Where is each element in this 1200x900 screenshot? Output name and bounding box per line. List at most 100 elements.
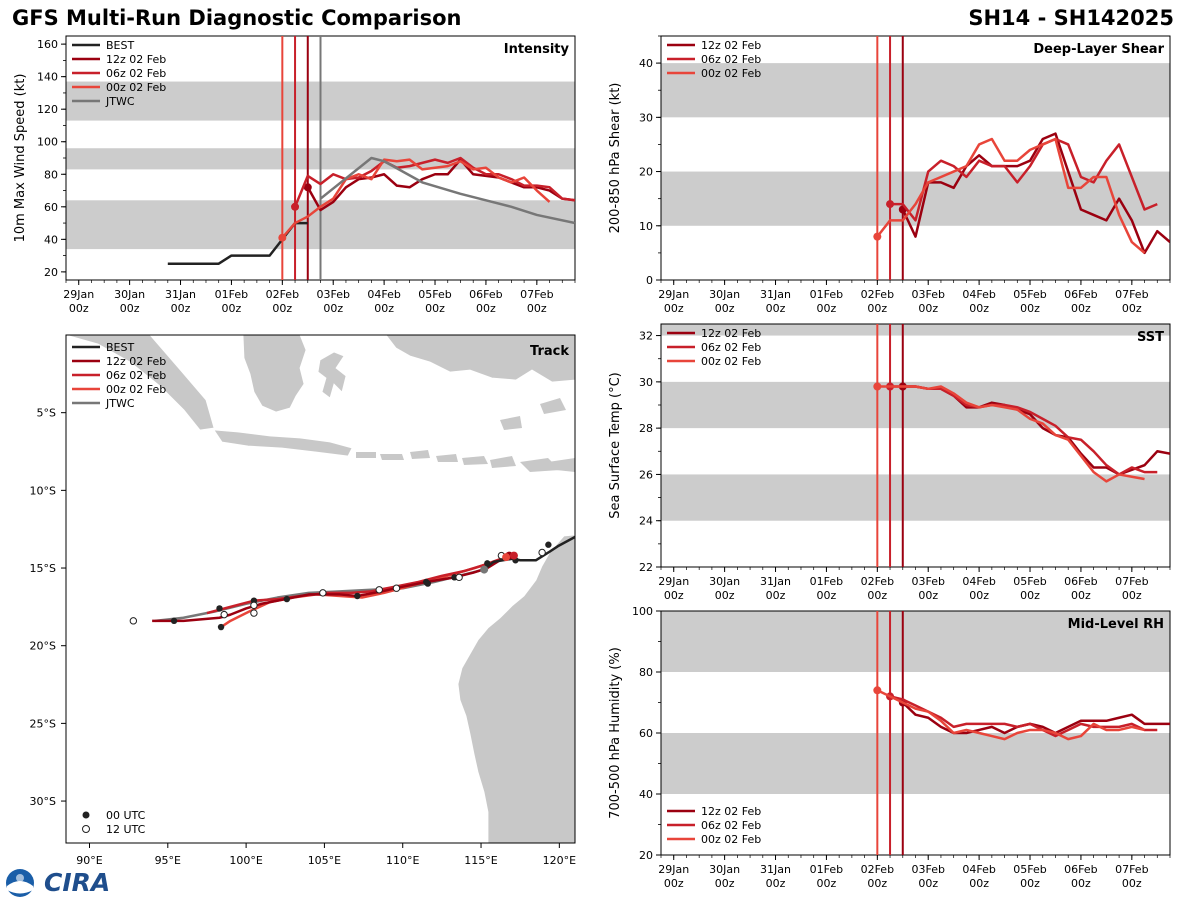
track-marker-00utc	[170, 617, 178, 625]
intensity-panel-title: Intensity	[504, 42, 570, 57]
sst-ytick-label: 26	[639, 468, 653, 481]
sst-xtick-label: 02Feb 00z	[861, 575, 894, 602]
track-ytick-label: 15°S	[30, 562, 56, 575]
rh-xtick-label: 05Feb 00z	[1013, 863, 1046, 890]
track-marker-00utc	[354, 592, 361, 600]
rh-legend-label: 12z 02 Feb	[701, 805, 761, 818]
sst-legend-label: 00z 02 Feb	[701, 355, 761, 368]
track-line	[152, 554, 510, 623]
rh-ytick-label: 20	[639, 849, 653, 862]
land-new-guinea	[385, 335, 575, 383]
intensity-series-line	[306, 158, 575, 212]
intensity-series-line	[319, 156, 575, 225]
track-marker-init	[480, 565, 489, 574]
track-marker-init	[509, 551, 518, 560]
track-xtick-label: 95°E	[155, 854, 181, 867]
intensity-ytick-label: 20	[44, 266, 58, 279]
intensity-legend-label: 00z 02 Feb	[106, 81, 166, 94]
track-ytick-label: 10°S	[30, 484, 56, 497]
sst-xtick-label: 07Feb 00z	[1115, 575, 1148, 602]
land-sumatra	[66, 335, 215, 431]
rh-series-line	[901, 701, 1170, 735]
shear-xtick-label: 07Feb 00z	[1115, 288, 1148, 315]
rh-ytick-label: 100	[632, 605, 653, 618]
sst-ytick-label: 22	[639, 561, 653, 574]
sst-bands	[661, 324, 1170, 521]
sst-ytick-label: 28	[639, 422, 653, 435]
map-land	[66, 335, 575, 843]
track-legend-label: 12z 02 Feb	[106, 355, 166, 368]
track-xtick-label: 105°E	[308, 854, 341, 867]
shear-legend-label: 12z 02 Feb	[701, 39, 761, 52]
shear-ytick-label: 10	[639, 220, 653, 233]
intensity-xtick-label: 04Feb 00z	[367, 288, 400, 315]
shear-xtick-label: 29Jan 00z	[658, 288, 689, 315]
shear-band-1	[661, 63, 1170, 118]
rh-bands	[661, 611, 1170, 794]
land-australia	[457, 534, 575, 843]
sst-ytick-label: 32	[639, 330, 653, 343]
track-marker-12utc	[250, 601, 258, 610]
track-marker-legend-label: 12 UTC	[106, 823, 146, 836]
sst-ylabel: Sea Surface Temp (°C)	[608, 372, 623, 519]
shear-series-line	[901, 132, 1170, 255]
track-xtick-label: 110°E	[386, 854, 419, 867]
rh-xtick-label: 06Feb 00z	[1064, 863, 1097, 890]
shear-xtick-label: 05Feb 00z	[1013, 288, 1046, 315]
intensity-xtick-label: 30Jan 00z	[114, 288, 145, 315]
intensity-xtick-label: 29Jan 00z	[63, 288, 94, 315]
intensity-xtick-label: 02Feb 00z	[266, 288, 299, 315]
intensity-xtick-label: 07Feb 00z	[520, 288, 553, 315]
land-java	[213, 429, 353, 457]
rh-band-1	[661, 611, 1170, 672]
sst-xtick-label: 29Jan 00z	[658, 575, 689, 602]
track-legend-12utc-symbol	[82, 825, 90, 833]
shear-ylabel: 200-850 hPa Shear (kt)	[608, 83, 623, 234]
sst-xtick-label: 01Feb 00z	[810, 575, 843, 602]
sst-xtick-label: 03Feb 00z	[911, 575, 944, 602]
track-legend-label: BEST	[106, 341, 134, 354]
track-marker-00utc	[545, 541, 552, 548]
storm-id-title: SH14 - SH142025	[968, 6, 1174, 30]
intensity-ylabel: 10m Max Wind Speed (kt)	[13, 74, 28, 243]
intensity-xtick-label: 05Feb 00z	[418, 288, 451, 315]
land-borneo	[242, 335, 307, 413]
sst-xtick-label: 31Jan 00z	[760, 575, 791, 602]
track-marker-12utc	[220, 610, 228, 619]
intensity-xtick-label: 06Feb 00z	[469, 288, 502, 315]
track-marker-12utc	[392, 584, 401, 592]
sst-xtick-label: 05Feb 00z	[1013, 575, 1046, 602]
intensity-xtick-label: 01Feb 00z	[215, 288, 248, 315]
figure-title: GFS Multi-Run Diagnostic Comparison	[12, 6, 462, 30]
track-frame	[65, 334, 576, 844]
rh-ytick-label: 40	[639, 788, 653, 801]
shear-legend-label: 06z 02 Feb	[701, 53, 761, 66]
track-marker-12utc	[129, 617, 138, 625]
track-legend-00utc-symbol	[82, 811, 90, 819]
rh-ytick-label: 60	[639, 727, 653, 740]
shear-xtick-label: 06Feb 00z	[1064, 288, 1097, 315]
land-timor	[500, 398, 575, 472]
rh-xtick-label: 29Jan 00z	[658, 863, 689, 890]
track-marker-00utc	[424, 580, 431, 587]
shear-series-line	[876, 137, 1146, 254]
intensity-legend-label: 06z 02 Feb	[106, 67, 166, 80]
shear-xtick-label: 04Feb 00z	[962, 288, 995, 315]
shear-panel-title: Deep-Layer Shear	[1033, 42, 1164, 57]
sst-panel-title: SST	[1137, 330, 1164, 345]
sst-ytick-label: 30	[639, 376, 653, 389]
track-xtick-label: 90°E	[76, 854, 102, 867]
track-line	[206, 554, 515, 615]
track-marker-12utc	[455, 573, 463, 582]
sst-xtick-label: 06Feb 00z	[1064, 575, 1097, 602]
sst-band-1	[661, 381, 1170, 429]
rh-ylabel: 700-500 hPa Humidity (%)	[608, 647, 623, 819]
sst-series-line	[877, 385, 1145, 483]
shear-ytick-label: 40	[639, 57, 653, 70]
intensity-ytick-label: 60	[44, 201, 58, 214]
rh-ytick-label: 80	[639, 666, 653, 679]
shear-init-marker	[886, 200, 895, 209]
track-marker-12utc	[538, 548, 546, 557]
track-line	[484, 535, 575, 570]
